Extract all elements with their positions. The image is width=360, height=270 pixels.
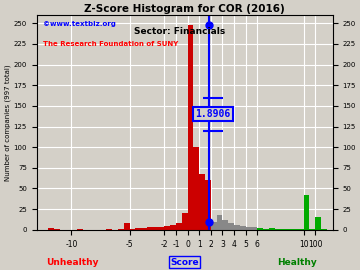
Bar bbox=[222, 220, 228, 230]
Bar bbox=[170, 225, 176, 230]
Bar bbox=[211, 222, 217, 230]
Text: 1.8906: 1.8906 bbox=[195, 109, 231, 119]
Bar bbox=[286, 229, 292, 230]
Bar bbox=[246, 227, 251, 230]
Bar bbox=[240, 226, 246, 230]
Bar bbox=[135, 228, 141, 230]
Text: Unhealthy: Unhealthy bbox=[46, 258, 98, 267]
Bar bbox=[269, 228, 275, 230]
Bar bbox=[141, 228, 147, 230]
Bar bbox=[176, 223, 182, 230]
Bar bbox=[251, 227, 257, 230]
Bar bbox=[48, 228, 54, 230]
Bar bbox=[315, 217, 321, 230]
Bar bbox=[153, 227, 158, 230]
Bar bbox=[124, 223, 130, 230]
Bar bbox=[205, 180, 211, 230]
Bar bbox=[280, 229, 286, 230]
Bar bbox=[193, 147, 199, 230]
Bar bbox=[217, 215, 222, 230]
Bar bbox=[106, 229, 112, 230]
Text: Score: Score bbox=[170, 258, 199, 267]
Bar bbox=[77, 229, 83, 230]
Text: Healthy: Healthy bbox=[277, 258, 317, 267]
Bar bbox=[292, 229, 298, 230]
Bar bbox=[298, 229, 303, 230]
Text: ©www.textbiz.org: ©www.textbiz.org bbox=[42, 21, 116, 27]
Title: Z-Score Histogram for COR (2016): Z-Score Histogram for COR (2016) bbox=[84, 4, 285, 14]
Bar bbox=[228, 223, 234, 230]
Bar bbox=[309, 229, 315, 230]
Bar bbox=[275, 229, 280, 230]
Y-axis label: Number of companies (997 total): Number of companies (997 total) bbox=[4, 64, 11, 181]
Bar bbox=[130, 229, 135, 230]
Bar bbox=[147, 227, 153, 230]
Text: Sector: Financials: Sector: Financials bbox=[134, 26, 226, 36]
Bar bbox=[199, 174, 205, 230]
Bar bbox=[263, 229, 269, 230]
Bar bbox=[257, 228, 263, 230]
Bar bbox=[158, 227, 164, 230]
Bar bbox=[234, 225, 240, 230]
Bar bbox=[182, 213, 188, 230]
Text: The Research Foundation of SUNY: The Research Foundation of SUNY bbox=[42, 41, 178, 47]
Bar bbox=[164, 226, 170, 230]
Bar bbox=[188, 25, 193, 230]
Bar bbox=[54, 229, 60, 230]
Bar bbox=[321, 229, 327, 230]
Bar bbox=[303, 195, 309, 230]
Bar bbox=[118, 229, 124, 230]
